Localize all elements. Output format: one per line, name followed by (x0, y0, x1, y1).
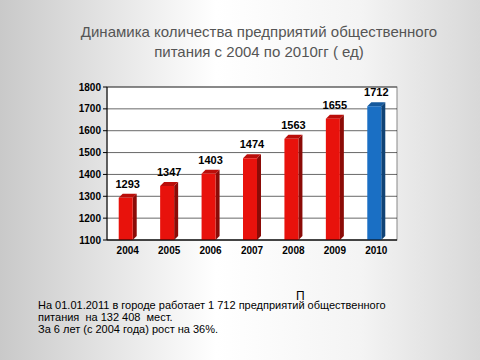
tick (103, 196, 107, 197)
tick (103, 152, 107, 153)
data-label: 1563 (281, 119, 305, 131)
bar-top (284, 135, 302, 139)
bar-front (326, 119, 340, 240)
grid-line (107, 108, 397, 109)
grid-line (107, 130, 397, 131)
x-axis (107, 240, 397, 241)
bar-front (119, 198, 133, 240)
tick-label: 1600 (79, 125, 102, 136)
bar-top (367, 102, 385, 106)
bar-side (381, 102, 385, 240)
annotation: питания на 132 408 мест. (38, 311, 173, 323)
bar-top (202, 170, 220, 174)
category-label: 2008 (282, 245, 305, 256)
bar-side (133, 194, 137, 240)
annotation: За 6 лет (с 2004 года) рост на 36%. (38, 323, 218, 335)
bar (160, 182, 178, 240)
data-label: 1474 (240, 138, 265, 150)
bar (284, 135, 302, 240)
bar-top (119, 194, 137, 198)
bar (326, 115, 344, 240)
data-label: 1655 (323, 99, 347, 111)
y-axis (107, 87, 108, 240)
category-label: 2005 (158, 245, 181, 256)
grid-line (107, 87, 397, 88)
bar (202, 170, 220, 240)
grid-line (107, 240, 397, 241)
tick-label: 1800 (79, 82, 102, 93)
data-label: 1712 (364, 86, 388, 98)
tick-label: 1300 (79, 191, 102, 202)
bar-side (216, 170, 220, 240)
bar-side (340, 115, 344, 240)
tick (103, 218, 107, 219)
bar (119, 194, 137, 240)
category-label: 2010 (365, 245, 388, 256)
tick-label: 1200 (79, 213, 102, 224)
category-label: 2007 (241, 245, 264, 256)
tick (103, 240, 107, 241)
tick-label: 1400 (79, 169, 102, 180)
bar-top (326, 115, 344, 119)
bar-front (202, 174, 216, 240)
bar-top (243, 154, 261, 158)
tick-label: 1700 (79, 103, 102, 114)
bar-side (174, 182, 178, 240)
title: Динамика количества предприятий обществе… (78, 22, 440, 62)
tick-label: 1100 (79, 235, 101, 246)
bar (367, 102, 385, 240)
category-label: 2004 (117, 245, 140, 256)
tick (103, 130, 107, 131)
bar-top (160, 182, 178, 186)
tick-label: 1500 (79, 147, 102, 158)
bar-side (298, 135, 302, 240)
bar-side (257, 154, 261, 240)
data-label: 1347 (157, 166, 181, 178)
bars (119, 102, 386, 240)
grid-line (107, 152, 397, 153)
bar (243, 154, 261, 240)
bar-front (160, 186, 174, 240)
data-label: 1403 (198, 154, 222, 166)
plot-area (107, 87, 397, 240)
bar-front (284, 139, 298, 240)
data-label: 1293 (115, 178, 139, 190)
tick (103, 87, 107, 88)
annotation: На 01.01.2011 в городе работает 1 712 пр… (38, 299, 386, 311)
bar-front (367, 106, 381, 240)
tick (103, 174, 107, 175)
category-label: 2009 (324, 245, 347, 256)
bar-front (243, 158, 257, 240)
tick (103, 108, 107, 109)
category-label: 2006 (199, 245, 222, 256)
